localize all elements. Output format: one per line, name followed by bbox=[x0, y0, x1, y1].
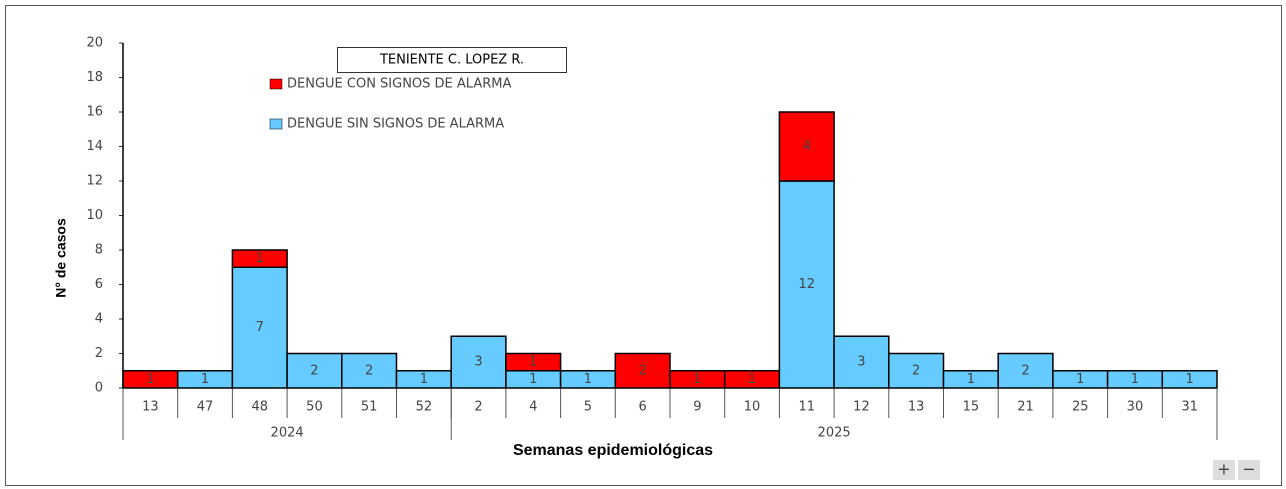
data-label: 2 bbox=[1021, 363, 1029, 378]
x-group-label: 2025 bbox=[818, 426, 851, 441]
x-tick-label: 21 bbox=[1017, 400, 1034, 415]
zoom-in-label[interactable]: + bbox=[1217, 460, 1230, 479]
data-label: 3 bbox=[857, 355, 865, 370]
x-tick-label: 13 bbox=[908, 400, 925, 415]
y-axis-title: N° de casos bbox=[53, 218, 69, 298]
data-label: 2 bbox=[365, 363, 373, 378]
data-label: 7 bbox=[256, 320, 264, 335]
data-label: 1 bbox=[1131, 372, 1139, 387]
data-label: 1 bbox=[420, 372, 428, 387]
data-label: 2 bbox=[639, 363, 647, 378]
frame bbox=[5, 5, 1282, 486]
x-tick-label: 15 bbox=[963, 400, 980, 415]
bar-segment bbox=[450, 335, 507, 389]
x-tick-label: 2 bbox=[474, 400, 482, 415]
legend-title: TENIENTE C. LOPEZ R. bbox=[379, 53, 524, 68]
x-tick-label: 25 bbox=[1072, 400, 1089, 415]
x-tick-label: 4 bbox=[529, 400, 537, 415]
legend-swatch bbox=[269, 78, 283, 90]
x-tick-label: 6 bbox=[639, 400, 647, 415]
x-group-label: 2024 bbox=[271, 426, 304, 441]
x-tick-label: 52 bbox=[416, 400, 433, 415]
legend-swatch bbox=[269, 118, 283, 130]
x-tick-label: 12 bbox=[853, 400, 870, 415]
zoom-out-label[interactable]: − bbox=[1242, 460, 1255, 479]
data-label: 3 bbox=[474, 355, 482, 370]
data-label: 12 bbox=[798, 277, 815, 292]
y-tick-label: 6 bbox=[95, 277, 103, 292]
y-tick-label: 20 bbox=[86, 36, 103, 51]
y-tick-label: 12 bbox=[86, 174, 103, 189]
zoom-in-button[interactable] bbox=[1213, 460, 1235, 480]
bar-segment bbox=[286, 352, 343, 389]
y-tick-label: 16 bbox=[86, 105, 103, 120]
x-tick-label: 51 bbox=[361, 400, 378, 415]
y-tick-label: 18 bbox=[86, 70, 103, 85]
bar-segment bbox=[505, 352, 562, 372]
bar-segment bbox=[778, 111, 835, 182]
x-tick-label: 47 bbox=[197, 400, 214, 415]
x-tick-label: 9 bbox=[693, 400, 701, 415]
data-label: 1 bbox=[529, 355, 537, 370]
data-label: 1 bbox=[256, 251, 264, 266]
data-label: 1 bbox=[201, 372, 209, 387]
bar-segment bbox=[614, 352, 671, 389]
data-label: 1 bbox=[584, 372, 592, 387]
legend-title-box bbox=[337, 47, 567, 73]
bar-segment bbox=[231, 249, 288, 268]
data-label: 1 bbox=[748, 372, 756, 387]
x-axis-title: Semanas epidemiológicas bbox=[513, 442, 713, 459]
x-tick-label: 11 bbox=[798, 400, 815, 415]
y-tick-label: 10 bbox=[86, 208, 103, 223]
legend-label: DENGUE SIN SIGNOS DE ALARMA bbox=[287, 117, 504, 132]
data-label: 1 bbox=[529, 372, 537, 387]
x-tick-label: 5 bbox=[584, 400, 592, 415]
bar-segment bbox=[888, 352, 945, 389]
bar-segment bbox=[778, 180, 835, 389]
x-tick-label: 48 bbox=[251, 400, 268, 415]
data-label: 1 bbox=[693, 372, 701, 387]
zoom-out-button[interactable] bbox=[1238, 460, 1260, 480]
y-tick-label: 4 bbox=[95, 312, 103, 327]
bar-segment bbox=[833, 335, 890, 389]
data-label: 2 bbox=[912, 363, 920, 378]
x-tick-label: 10 bbox=[744, 400, 761, 415]
y-tick-label: 14 bbox=[86, 139, 103, 154]
x-tick-label: 30 bbox=[1127, 400, 1144, 415]
data-label: 1 bbox=[1076, 372, 1084, 387]
data-label: 1 bbox=[967, 372, 975, 387]
y-tick-label: 0 bbox=[95, 381, 103, 396]
bar-segment bbox=[231, 266, 288, 389]
data-label: 4 bbox=[803, 139, 811, 154]
data-label: 2 bbox=[310, 363, 318, 378]
y-tick-label: 2 bbox=[95, 346, 103, 361]
x-tick-label: 31 bbox=[1181, 400, 1198, 415]
x-tick-label: 13 bbox=[142, 400, 159, 415]
data-label: 1 bbox=[146, 372, 154, 387]
data-label: 1 bbox=[1186, 372, 1194, 387]
y-tick-label: 8 bbox=[95, 243, 103, 258]
legend-label: DENGUE CON SIGNOS DE ALARMA bbox=[287, 77, 511, 92]
x-tick-label: 50 bbox=[306, 400, 323, 415]
